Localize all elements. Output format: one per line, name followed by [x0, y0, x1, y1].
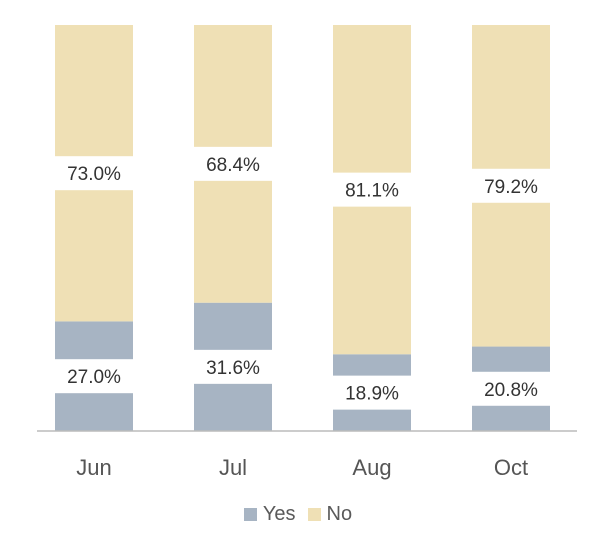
data-label-box-yes-jul: [194, 349, 272, 384]
legend-label-yes: Yes: [262, 502, 296, 525]
data-label-no-aug: 81.1%: [345, 181, 399, 202]
legend-item-yes: Yes: [243, 502, 296, 526]
data-label-yes-jun: 27.0%: [67, 367, 121, 388]
x-tick-label-aug: Aug: [352, 455, 391, 480]
stacked-bar-chart: 27.0% 73.0% Jun 31.6% 68.4% Jul 18.9% 81.1% Aug 2…: [37, 25, 577, 480]
data-label-yes-aug: 18.9%: [345, 384, 399, 405]
data-label-box-yes-oct: [472, 371, 550, 406]
data-label-yes-oct: 20.8%: [484, 380, 538, 401]
data-label-box-no-jun: [55, 156, 133, 191]
x-tick-label-oct: Oct: [494, 455, 528, 480]
legend-item-no: No: [307, 502, 353, 526]
data-label-box-no-aug: [333, 172, 411, 207]
data-label-box-yes-jun: [55, 359, 133, 394]
data-label-no-jun: 73.0%: [67, 164, 121, 185]
data-label-box-yes-aug: [333, 375, 411, 410]
x-tick-label-jun: Jun: [76, 455, 111, 480]
legend: Yes No: [0, 500, 596, 528]
data-label-no-jul: 68.4%: [206, 155, 260, 176]
data-label-no-oct: 79.2%: [484, 177, 538, 198]
legend-swatch-yes: [243, 507, 257, 521]
x-tick-label-jul: Jul: [219, 455, 247, 480]
legend-label-no: No: [326, 502, 353, 525]
data-label-box-no-jul: [194, 146, 272, 181]
data-label-yes-jul: 31.6%: [206, 358, 260, 379]
data-label-box-no-oct: [472, 168, 550, 203]
legend-swatch-no: [307, 507, 321, 521]
